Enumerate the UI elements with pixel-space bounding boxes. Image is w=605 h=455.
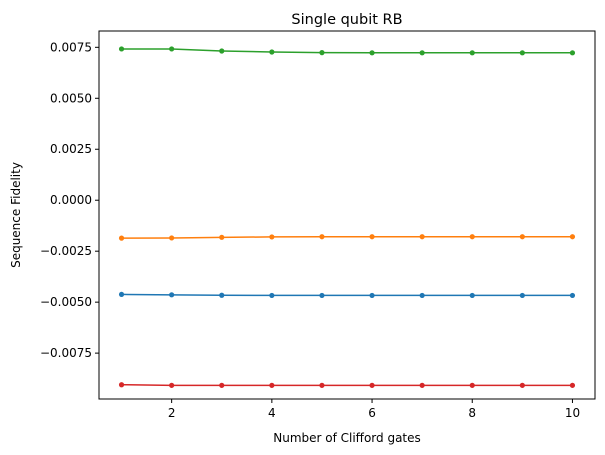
data-point: [569, 50, 576, 56]
x-axis-label: Number of Clifford gates: [273, 431, 421, 445]
data-point: [369, 292, 375, 299]
data-point: [169, 292, 175, 298]
data-point: [369, 382, 375, 388]
data-point: [569, 234, 576, 240]
data-point: [369, 234, 375, 240]
x-tick-label: 6: [368, 406, 376, 420]
data-point: [118, 235, 125, 241]
y-tick-label: 0.0000: [50, 193, 92, 207]
data-point: [519, 382, 525, 388]
data-point: [469, 50, 475, 56]
data-point: [269, 49, 275, 55]
series-line: [120, 235, 574, 239]
series-3: [118, 46, 576, 56]
y-tick-label: 0.0050: [50, 91, 92, 105]
x-tick-label: 2: [168, 406, 176, 420]
data-point: [519, 292, 525, 299]
data-point: [319, 292, 325, 299]
series-4: [118, 382, 576, 388]
data-point: [219, 292, 225, 298]
series-1: [118, 291, 576, 299]
x-tick-label: 4: [268, 406, 276, 420]
data-point: [419, 50, 425, 56]
y-tick-label: −0.0075: [40, 346, 92, 360]
y-tick-label: 0.0075: [50, 40, 92, 54]
series-layer: [118, 46, 576, 388]
chart-title: Single qubit RB: [291, 12, 402, 28]
data-point: [319, 50, 325, 56]
x-tick-label: 8: [468, 406, 476, 420]
data-point: [319, 234, 325, 240]
data-point: [269, 292, 275, 299]
data-point: [519, 234, 525, 240]
data-point: [319, 382, 325, 388]
data-point: [469, 292, 475, 299]
plot-frame: [98, 30, 596, 400]
y-axis-ticks: −0.0075 −0.0050 −0.0025 0.0000 0.0025 0.0050 0…: [40, 40, 99, 360]
y-tick-label: −0.0025: [40, 244, 92, 258]
data-point: [118, 291, 125, 298]
data-point: [469, 382, 475, 388]
series-2: [118, 234, 576, 241]
y-axis-label: Sequence Fidelity: [9, 162, 23, 268]
plot-area: [99, 31, 595, 399]
data-point: [269, 382, 275, 388]
x-axis-ticks: 2 4 6 8 10: [168, 399, 580, 420]
data-point: [469, 234, 475, 240]
y-tick-label: 0.0025: [50, 142, 92, 156]
data-point: [219, 382, 225, 388]
data-point: [569, 292, 576, 299]
data-point: [219, 234, 225, 240]
data-point: [419, 292, 425, 299]
data-point: [519, 50, 525, 56]
data-point: [269, 234, 275, 240]
data-point: [169, 46, 175, 52]
data-point: [118, 382, 125, 388]
y-tick-label: −0.0050: [40, 295, 92, 309]
series-line: [120, 48, 574, 54]
data-point: [369, 50, 375, 56]
x-tick-label: 10: [565, 406, 580, 420]
data-point: [419, 382, 425, 388]
series-line: [120, 383, 574, 387]
data-point: [569, 382, 576, 388]
data-point: [118, 46, 125, 52]
data-point: [169, 382, 175, 388]
data-point: [169, 235, 175, 241]
data-point: [219, 48, 225, 54]
series-line: [120, 293, 574, 297]
data-point: [419, 234, 425, 240]
